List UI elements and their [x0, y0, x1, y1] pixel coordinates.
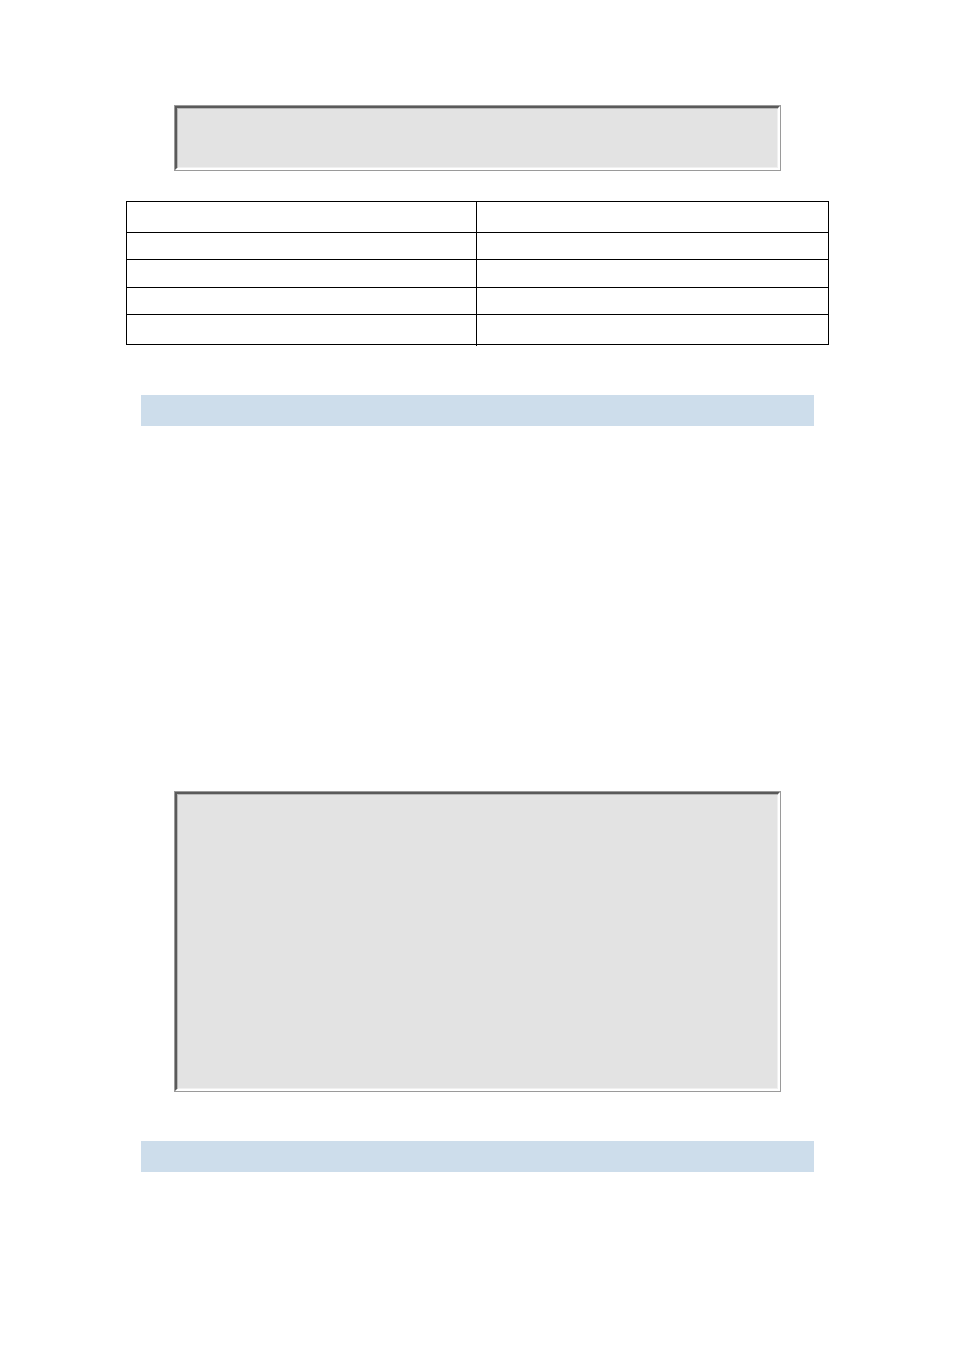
table-row: [127, 288, 828, 315]
table-cell: [477, 233, 828, 259]
data-table: [126, 201, 829, 345]
table-cell: [127, 233, 477, 259]
table-row: [127, 202, 828, 233]
table-row: [127, 233, 828, 260]
table-cell: [477, 202, 828, 232]
table-cell: [127, 315, 477, 346]
table-cell: [477, 315, 828, 346]
table-cell: [477, 288, 828, 314]
section-band-1: [141, 395, 814, 426]
table-cell: [127, 260, 477, 287]
table-row: [127, 315, 828, 346]
table-cell: [127, 202, 477, 232]
section-band-2: [141, 1141, 814, 1172]
inset-panel-top: [175, 106, 780, 170]
table-row: [127, 260, 828, 288]
table-cell: [127, 288, 477, 314]
table-cell: [477, 260, 828, 287]
inset-panel-large: [175, 792, 780, 1091]
